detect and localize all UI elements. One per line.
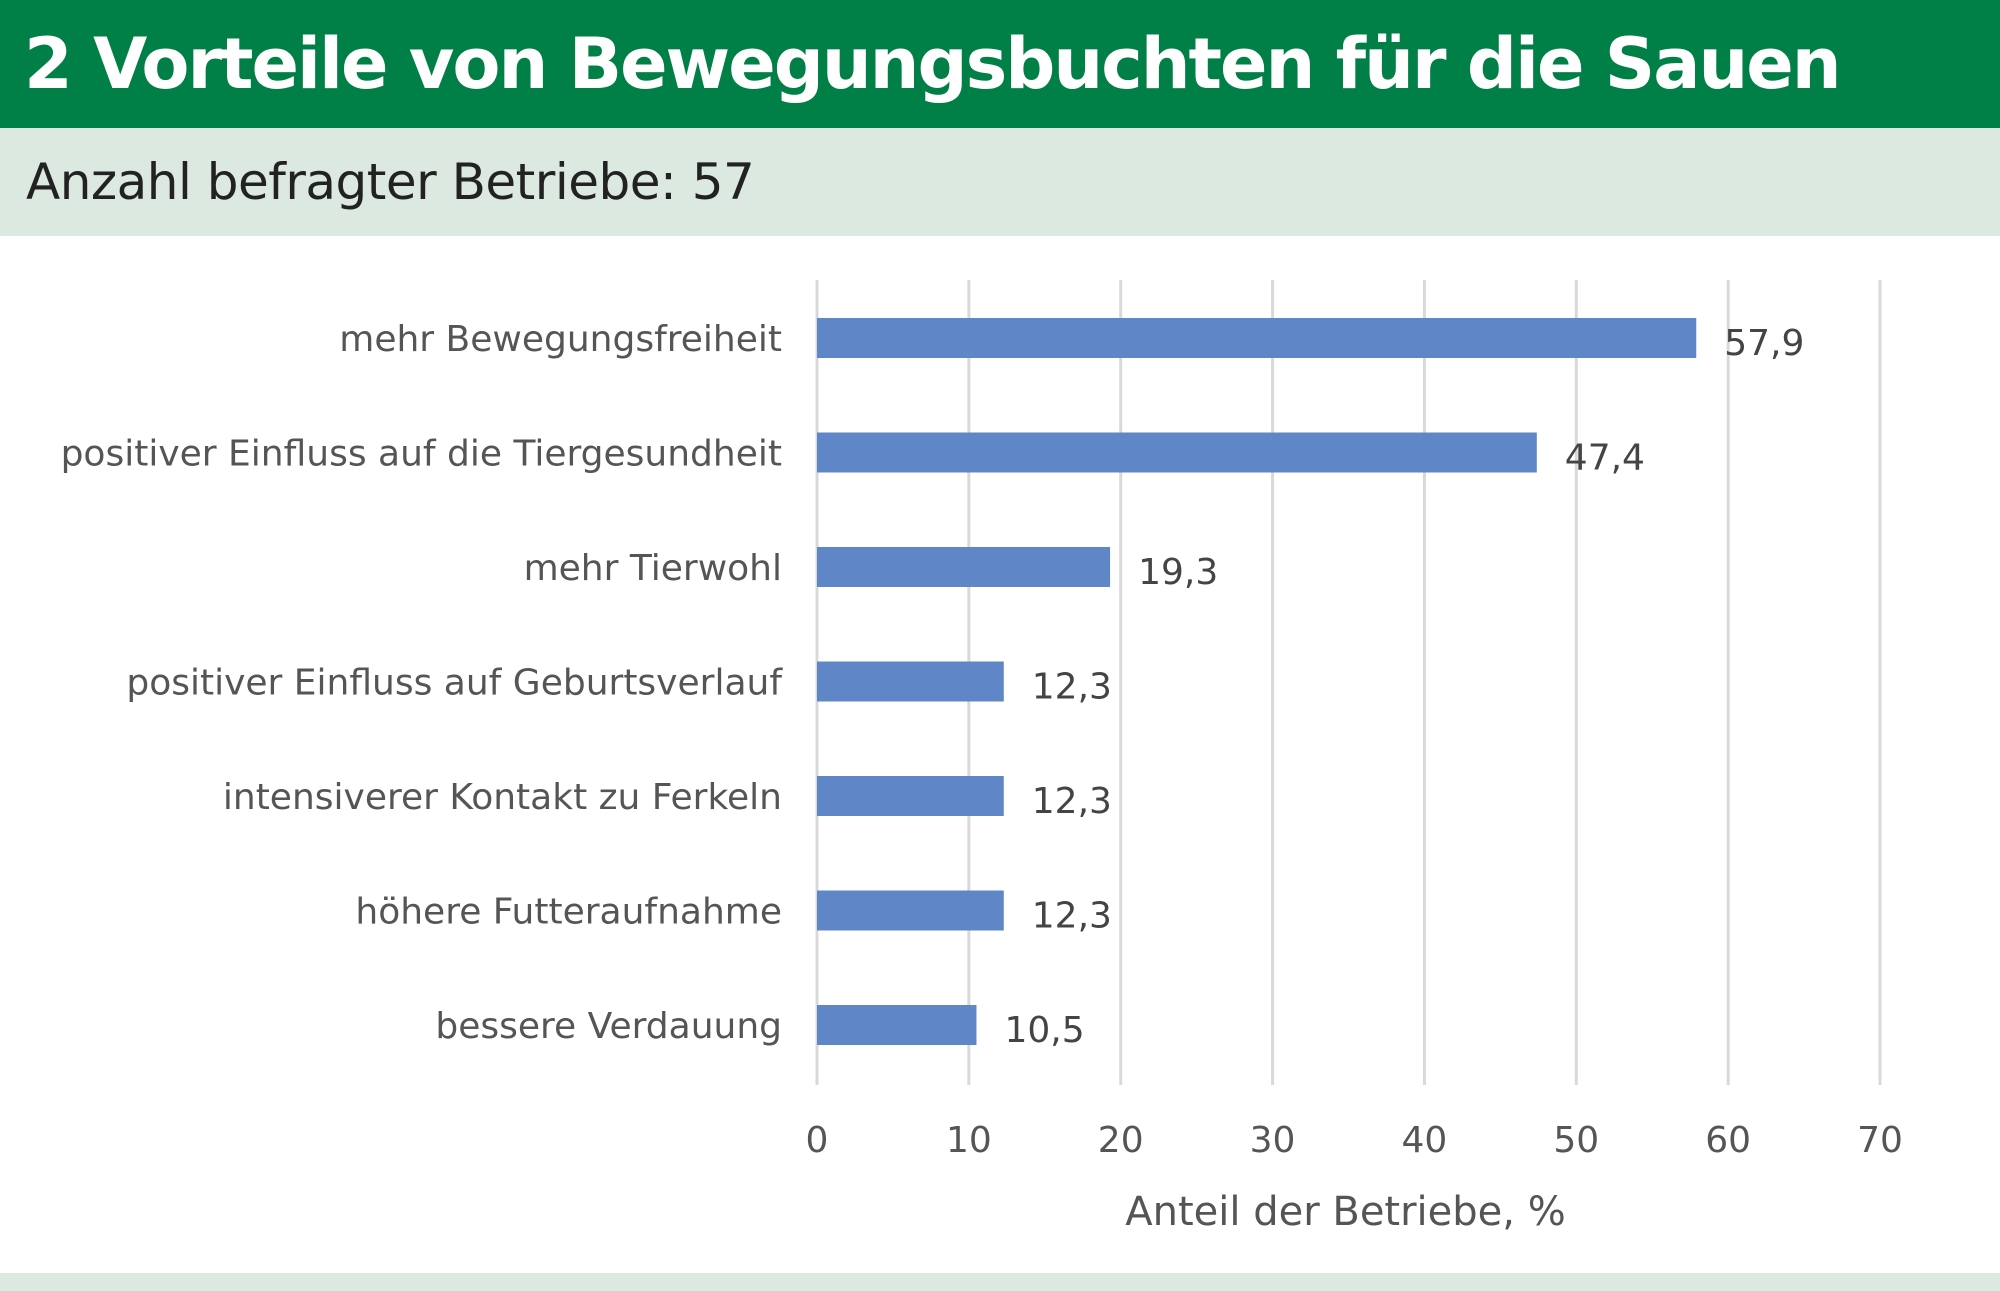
x-tick-label: 0 xyxy=(806,1120,829,1161)
x-tick-label: 70 xyxy=(1857,1120,1903,1161)
value-label: 10,5 xyxy=(1004,1010,1084,1051)
bars xyxy=(817,318,1697,1045)
chart-subtitle: Anzahl befragter Betriebe: 57 xyxy=(26,153,755,211)
x-axis-title: Anteil der Betriebe, % xyxy=(1125,1189,1565,1235)
title-band: 2 Vorteile von Bewegungsbuchten für die … xyxy=(0,0,2000,128)
bar xyxy=(817,432,1537,473)
bar xyxy=(817,1005,977,1045)
category-label: mehr Tierwohl xyxy=(524,548,782,589)
x-tick-label: 30 xyxy=(1250,1120,1296,1161)
bar xyxy=(817,547,1111,587)
subtitle-band: Anzahl befragter Betriebe: 57 xyxy=(0,128,2000,236)
chart-title: 2 Vorteile von Bewegungsbuchten für die … xyxy=(24,23,1842,105)
value-labels: 57,9 47,4 19,3 12,3 12,3 12,3 10,5 xyxy=(1004,323,1804,1051)
bar xyxy=(817,318,1697,358)
value-label: 19,3 xyxy=(1138,552,1218,593)
bar xyxy=(817,661,1004,702)
category-labels: mehr Bewegungsfreiheit positiver Einfluss… xyxy=(61,319,784,1047)
x-tick-label: 10 xyxy=(946,1120,992,1161)
bottom-band xyxy=(0,1273,2000,1291)
category-label: intensiverer Kontakt zu Ferkeln xyxy=(223,777,782,818)
category-label: positiver Einfluss auf die Tiergesundhei… xyxy=(61,434,782,475)
category-label: positiver Einfluss auf Geburtsverlauf xyxy=(126,663,783,704)
x-tick-label: 40 xyxy=(1402,1120,1448,1161)
value-label: 47,4 xyxy=(1565,438,1645,479)
bar xyxy=(817,776,1004,816)
x-tick-label: 60 xyxy=(1705,1120,1751,1161)
x-tick-label: 20 xyxy=(1098,1120,1144,1161)
bar xyxy=(817,890,1004,931)
category-label: höhere Futteraufnahme xyxy=(355,892,782,933)
category-label: mehr Bewegungsfreiheit xyxy=(339,319,782,360)
value-label: 12,3 xyxy=(1032,896,1112,937)
value-label: 57,9 xyxy=(1724,323,1804,364)
x-tick-labels: 0 10 20 30 40 50 60 70 xyxy=(806,1120,1903,1161)
value-label: 12,3 xyxy=(1032,781,1112,822)
x-tick-label: 50 xyxy=(1553,1120,1599,1161)
value-label: 12,3 xyxy=(1032,667,1112,708)
category-label: bessere Verdauung xyxy=(435,1006,782,1047)
